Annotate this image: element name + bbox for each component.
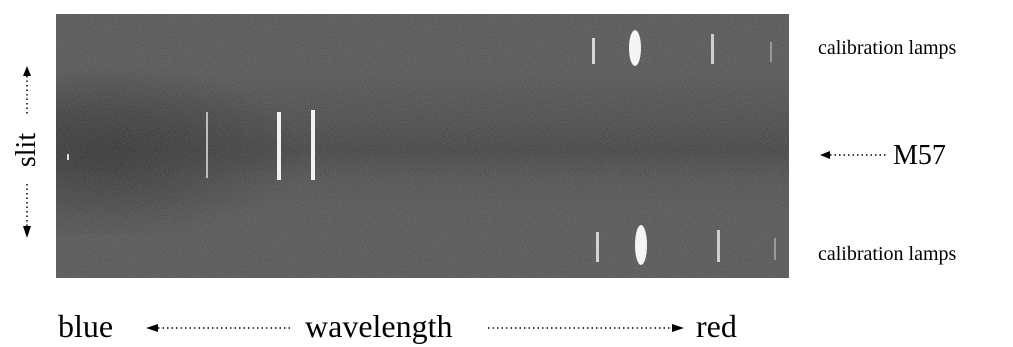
cal-top-line-1 [592, 38, 595, 64]
slit-arrow-down [23, 226, 31, 238]
spectrum-image [56, 14, 789, 278]
cal-bottom-line-1 [596, 232, 599, 262]
wavelength-arrow-right [672, 324, 684, 332]
m57-emission-lines [67, 110, 315, 180]
m57-line-4 [311, 110, 315, 180]
calibration-lamps-bottom-label: calibration lamps [818, 243, 957, 265]
cal-top-line-4 [770, 42, 772, 62]
wavelength-arrow-left [146, 324, 158, 332]
calibration-lines-top [592, 30, 772, 66]
red-label: red [696, 308, 737, 344]
slit-arrow-up [23, 66, 31, 76]
spectrum-noise [56, 14, 789, 278]
m57-line-3 [277, 112, 281, 180]
calibration-lines-bottom [596, 225, 776, 265]
cal-bottom-line-2 [635, 225, 647, 265]
cal-bottom-line-4 [774, 238, 776, 260]
wavelength-label: wavelength [305, 308, 453, 344]
m57-arrowhead [820, 151, 830, 159]
cal-bottom-line-3 [717, 230, 720, 262]
blue-label: blue [58, 308, 114, 344]
cal-top-line-2 [629, 30, 641, 66]
m57-line-1 [67, 154, 69, 160]
slit-axis [23, 66, 31, 238]
wavelength-axis [146, 324, 684, 332]
m57-pointer-arrow [820, 151, 886, 159]
slit-label: slit [11, 132, 42, 168]
m57-line-2 [206, 112, 208, 178]
calibration-lamps-top-label: calibration lamps [818, 37, 957, 59]
cal-top-line-3 [711, 34, 714, 64]
m57-label: M57 [893, 140, 946, 171]
